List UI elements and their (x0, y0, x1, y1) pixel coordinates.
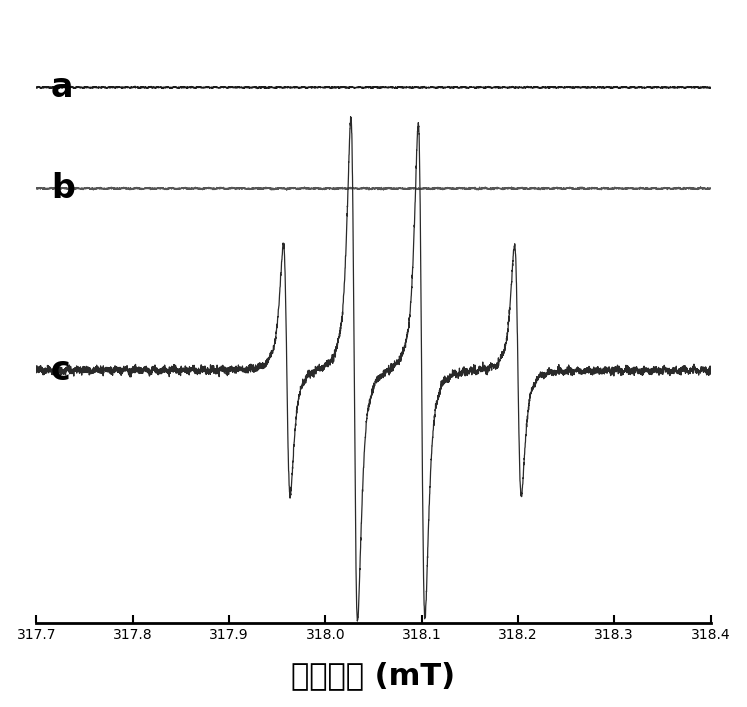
X-axis label: 磁场强度 (mT): 磁场强度 (mT) (291, 661, 456, 690)
Text: a: a (51, 71, 73, 104)
Text: b: b (51, 172, 75, 205)
Text: c: c (51, 354, 71, 387)
